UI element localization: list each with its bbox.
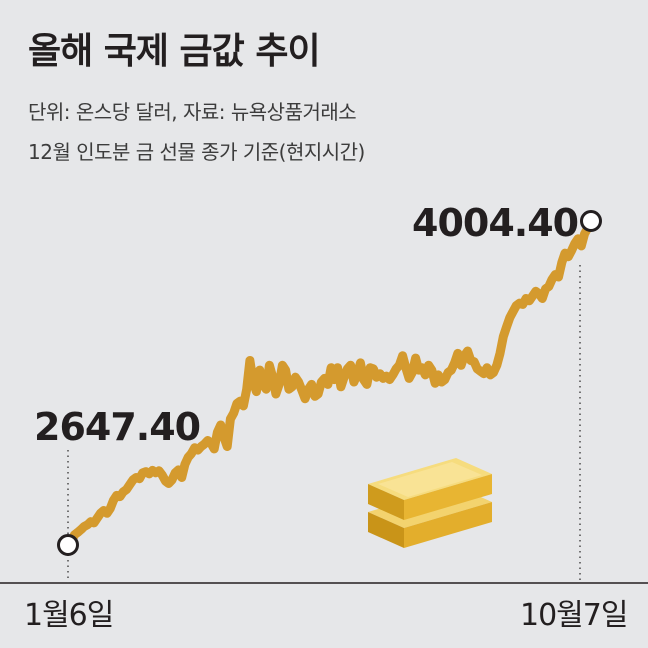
x-end-label: 10월7일 — [520, 598, 628, 633]
start-point-marker — [57, 534, 79, 556]
subtitle-basis: 12월 인도분 금 선물 종가 기준(현지시간) — [28, 140, 365, 164]
subtitle-unit-source: 단위: 온스당 달러, 자료: 뉴욕상품거래소 — [28, 100, 357, 124]
end-value-label: 4004.40 — [412, 201, 578, 245]
start-value-label: 2647.40 — [34, 405, 200, 449]
x-start-label: 1월6일 — [24, 598, 114, 633]
chart-title: 올해 국제 금값 추이 — [28, 31, 321, 72]
end-point-marker — [580, 210, 602, 232]
gold-price-line — [63, 216, 596, 550]
gold-bars-icon — [368, 458, 492, 548]
